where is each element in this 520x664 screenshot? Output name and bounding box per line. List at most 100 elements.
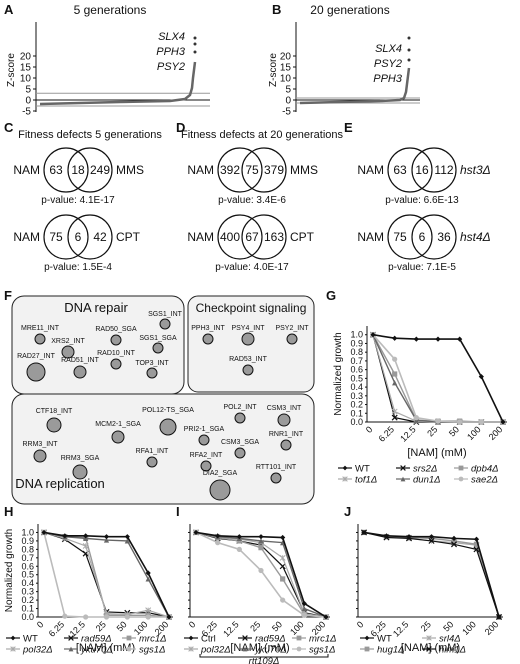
data-point — [473, 541, 480, 547]
network-node-label: PRI2-1_SGA — [184, 426, 225, 433]
series-line — [43, 532, 169, 618]
series-srs2 — [369, 331, 507, 426]
venn-e2-count-left: 75 — [393, 230, 407, 244]
data-point — [166, 614, 172, 620]
data-point — [215, 540, 221, 546]
data-point — [296, 635, 302, 641]
venn-e2-circle-right — [411, 214, 457, 260]
venn-d2-label-left: NAM — [187, 230, 214, 244]
legend-item: rad59Δ — [238, 634, 286, 645]
legend-label: WT — [355, 464, 370, 475]
data-point — [478, 374, 484, 380]
venn-e1-circle-right — [411, 147, 457, 193]
data-point — [426, 635, 432, 641]
data-point — [145, 614, 151, 620]
legend-label: tof1Δ — [355, 475, 377, 486]
legend-label: rad59Δ — [255, 634, 286, 645]
data-point — [392, 380, 398, 386]
series-line — [43, 531, 170, 618]
legend-label: sgs1Δ — [139, 645, 165, 656]
legend-label: sae2Δ — [471, 475, 498, 486]
data-point — [457, 419, 463, 425]
data-point — [41, 529, 47, 536]
network-node — [110, 358, 122, 370]
venn-e1-label-right: hst3Δ — [460, 163, 491, 177]
data-point — [370, 332, 376, 338]
growth-chart-j-xtick-label: 50 — [441, 619, 455, 633]
network-node-label: RFA1_INT — [136, 448, 169, 455]
network-node — [286, 333, 298, 345]
growth-chart-i-xtick-label: 50 — [270, 619, 284, 633]
growth-chart-h-ytick-label: 0.0 — [21, 612, 34, 622]
data-point — [279, 563, 286, 570]
network-node — [200, 460, 212, 472]
panel-label-d: D — [176, 120, 185, 135]
legend-label: rad59Δ — [81, 634, 112, 645]
growth-chart-h-ytick-label: 0.7 — [21, 553, 34, 563]
network-node — [159, 418, 177, 436]
network-node — [26, 362, 46, 382]
network-node — [209, 479, 231, 501]
panel-b-title: 20 generations — [310, 3, 389, 17]
network-node-label: POL2_INT — [223, 404, 257, 411]
growth-chart-j-xtick-label: 12.5 — [391, 619, 410, 638]
venn-c1: NAM MMS 63 18 249 p-value: 4.1E-17 — [13, 147, 144, 206]
legend-label: yku70Δ — [254, 645, 287, 656]
network-node — [270, 472, 282, 484]
growth-chart-h-ytick-label: 0.3 — [21, 587, 34, 597]
venn-d1-label-right: MMS — [290, 163, 318, 177]
panel-label-e: E — [344, 120, 353, 135]
venn-d2-count-overlap: 67 — [245, 230, 259, 244]
growth-chart-i-xtick-label: 25 — [248, 619, 262, 633]
venn-d1-label-left: NAM — [187, 163, 214, 177]
legend-label: dun1Δ — [413, 475, 441, 486]
data-point — [258, 534, 264, 540]
network-node — [280, 439, 292, 451]
data-point — [188, 635, 194, 641]
growth-chart-h-ytick-label: 0.4 — [21, 578, 34, 588]
legend-label: him1Δ — [439, 645, 466, 656]
series-ctrl — [193, 529, 329, 620]
venn-c1-circle-right — [67, 147, 113, 193]
venn-d1: NAM MMS 392 75 379 p-value: 3.4E-6 — [187, 147, 318, 206]
growth-chart-j-xtick-label: 0 — [355, 619, 366, 630]
legend-item: Ctrl — [184, 634, 216, 645]
legend-item: sae2Δ — [454, 475, 498, 486]
series-line — [43, 531, 170, 618]
rtt109-bracket: rtt109Δ — [199, 654, 329, 664]
growth-chart-g-ytick-label: 1.0 — [350, 330, 363, 340]
venn-e1-label-left: NAM — [357, 163, 384, 177]
data-point — [188, 646, 194, 652]
legend-item: him1Δ — [422, 645, 466, 656]
data-point — [458, 465, 464, 471]
network-dna-replication: DNA replication CTF18_INT MCM2-1_SGAPOL12… — [11, 393, 315, 505]
checkpoint-title: Checkpoint signaling — [196, 301, 307, 315]
growth-chart-h-ytick-label: 0.9 — [21, 536, 34, 546]
gene-label-a-2: PPH3 — [156, 46, 186, 58]
growth-chart-h-xtick-label: 6.25 — [47, 619, 66, 638]
network-node-label: POL12-TS_SGA — [142, 407, 194, 414]
network-node — [72, 464, 88, 480]
gene-label-a-3: PSY2 — [157, 61, 185, 73]
data-point — [364, 635, 370, 641]
legend-label: srl4Δ — [439, 634, 461, 645]
data-point — [413, 415, 419, 421]
network-node — [61, 345, 75, 359]
growth-chart-h-xtick-label: 50 — [115, 619, 129, 633]
growth-chart-g-xtick-label: 6.25 — [377, 424, 396, 443]
data-point — [406, 534, 412, 540]
growth-chart-h-xlabel: [NAM] (mM) — [76, 642, 135, 654]
network-node — [110, 334, 122, 346]
data-point — [413, 417, 419, 423]
data-point — [103, 534, 110, 540]
series-dun1 — [370, 332, 506, 425]
venn-d1-count-right: 379 — [264, 163, 284, 177]
growth-chart-j-xtick-label: 100 — [460, 619, 478, 637]
panel-label-h: H — [4, 504, 13, 519]
series-line — [43, 531, 170, 618]
venn-d1-pvalue: p-value: 3.4E-6 — [218, 195, 286, 206]
growth-chart-g-xtick-label: 25 — [425, 424, 439, 438]
growth-chart-g-ytick-label: 0.9 — [350, 338, 363, 348]
data-point — [280, 534, 286, 541]
network-checkpoint: Checkpoint signaling PPH3_INT PSY4_INT PSY… — [187, 295, 315, 393]
